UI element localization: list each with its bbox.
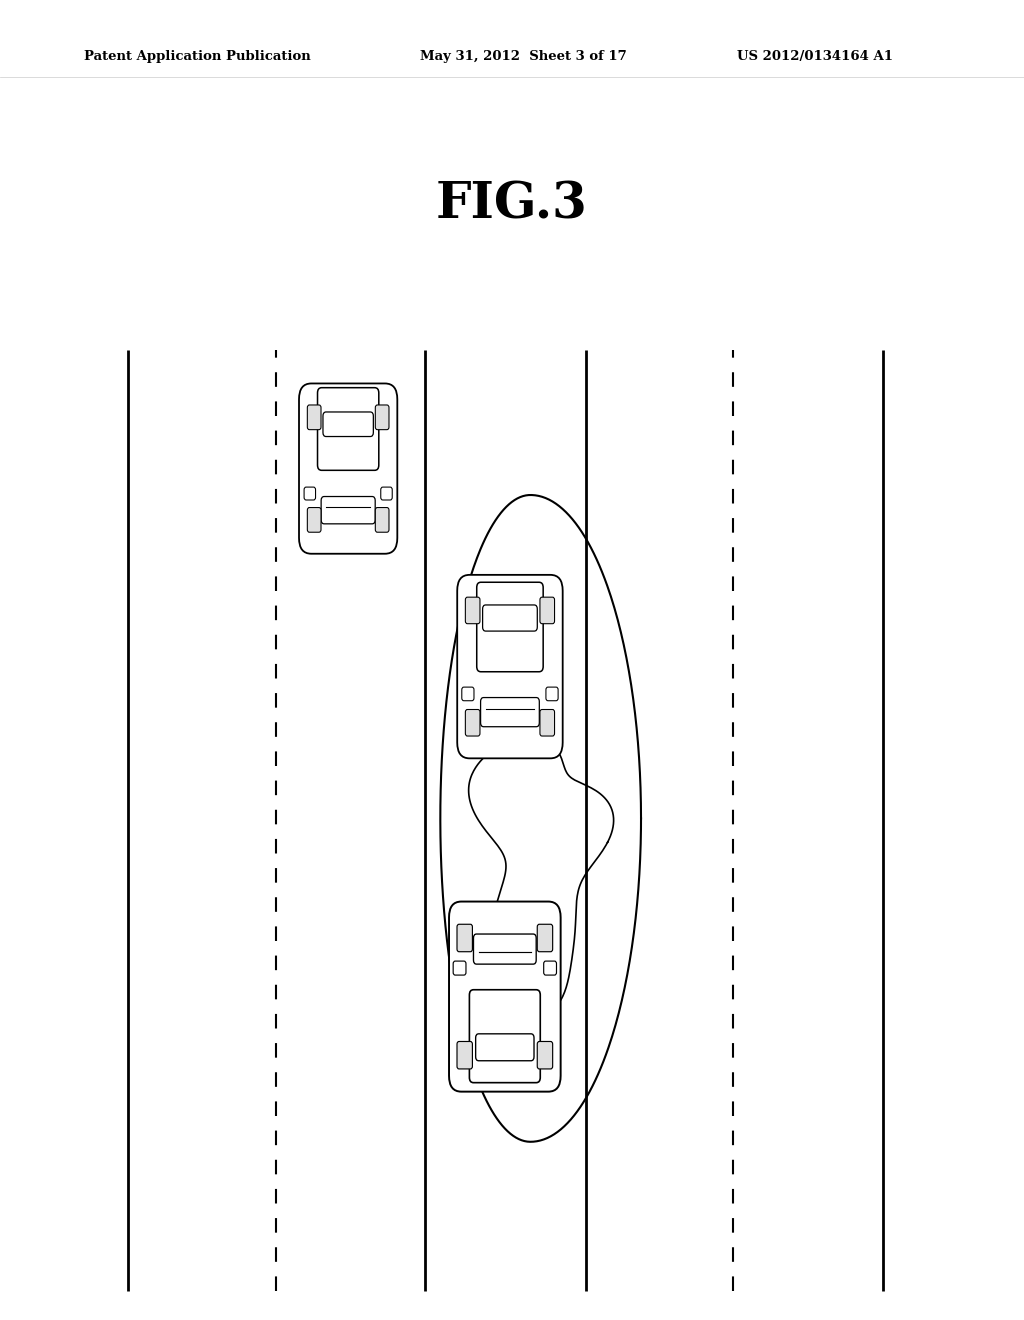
FancyBboxPatch shape <box>465 597 480 624</box>
FancyBboxPatch shape <box>477 582 543 672</box>
FancyBboxPatch shape <box>307 507 321 532</box>
Text: US 2012/0134164 A1: US 2012/0134164 A1 <box>737 50 893 63</box>
FancyBboxPatch shape <box>462 688 474 701</box>
FancyBboxPatch shape <box>322 496 375 524</box>
FancyBboxPatch shape <box>457 924 472 952</box>
FancyBboxPatch shape <box>469 990 541 1082</box>
FancyBboxPatch shape <box>540 597 555 624</box>
Text: Patent Application Publication: Patent Application Publication <box>84 50 310 63</box>
FancyBboxPatch shape <box>540 710 555 737</box>
FancyBboxPatch shape <box>317 388 379 470</box>
FancyBboxPatch shape <box>482 605 538 631</box>
FancyBboxPatch shape <box>465 710 480 737</box>
FancyBboxPatch shape <box>376 507 389 532</box>
FancyBboxPatch shape <box>307 405 321 430</box>
FancyBboxPatch shape <box>473 935 537 964</box>
FancyBboxPatch shape <box>544 961 556 975</box>
FancyBboxPatch shape <box>546 688 558 701</box>
Text: FIG.3: FIG.3 <box>436 180 588 230</box>
Text: May 31, 2012  Sheet 3 of 17: May 31, 2012 Sheet 3 of 17 <box>420 50 627 63</box>
FancyBboxPatch shape <box>449 902 561 1092</box>
FancyBboxPatch shape <box>538 1041 553 1069</box>
FancyBboxPatch shape <box>323 412 374 437</box>
FancyBboxPatch shape <box>538 924 553 952</box>
FancyBboxPatch shape <box>475 1034 535 1061</box>
FancyBboxPatch shape <box>376 405 389 430</box>
FancyBboxPatch shape <box>381 487 392 500</box>
FancyBboxPatch shape <box>299 383 397 554</box>
FancyBboxPatch shape <box>457 1041 472 1069</box>
FancyBboxPatch shape <box>457 576 563 758</box>
FancyBboxPatch shape <box>304 487 315 500</box>
FancyBboxPatch shape <box>480 697 540 727</box>
FancyBboxPatch shape <box>454 961 466 975</box>
